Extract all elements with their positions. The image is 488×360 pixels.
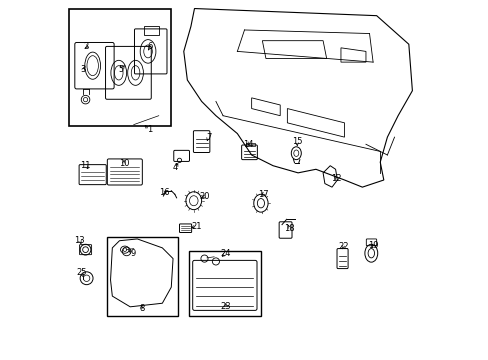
Text: 25: 25 [76, 268, 86, 277]
Text: 9: 9 [130, 249, 135, 258]
Text: 20: 20 [199, 192, 209, 201]
Text: 17: 17 [258, 190, 268, 199]
Text: 21: 21 [191, 222, 201, 231]
Text: 4: 4 [173, 163, 178, 172]
Text: 6: 6 [147, 41, 153, 50]
Text: 18: 18 [284, 224, 295, 233]
Bar [189, 251, 260, 316]
Text: 10: 10 [119, 159, 129, 168]
Text: 7: 7 [205, 132, 211, 141]
Text: 11: 11 [80, 161, 91, 170]
Text: 19: 19 [367, 241, 378, 250]
Bar [69, 9, 171, 126]
Text: 13: 13 [74, 236, 84, 245]
Bar [107, 237, 178, 316]
Text: 1: 1 [147, 126, 152, 135]
Text: 3: 3 [80, 65, 85, 74]
Text: 8: 8 [139, 304, 144, 313]
Bar [245, 143, 254, 147]
Text: 22: 22 [338, 242, 348, 251]
Text: 2: 2 [83, 41, 88, 50]
Text: 16: 16 [159, 188, 169, 197]
Text: 12: 12 [331, 174, 341, 183]
Text: 5: 5 [119, 65, 123, 74]
Text: 15: 15 [291, 137, 302, 146]
Text: 14: 14 [243, 140, 253, 149]
Text: 23: 23 [220, 302, 230, 311]
Bar [144, 26, 159, 35]
Text: 24: 24 [220, 249, 230, 258]
